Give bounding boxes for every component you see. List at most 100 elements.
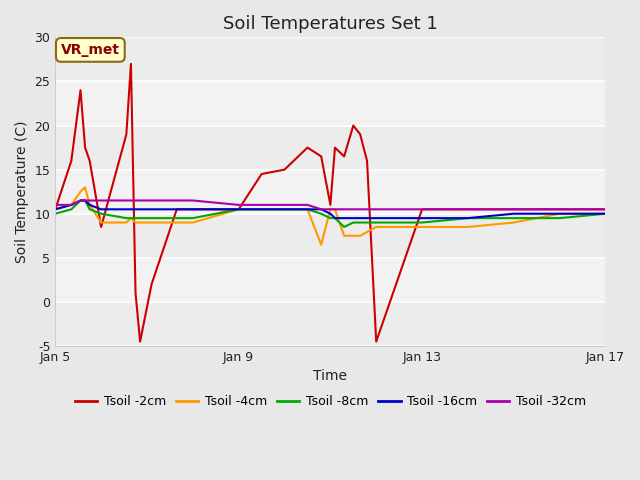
Tsoil -8cm: [556, 215, 563, 221]
Tsoil -4cm: [510, 220, 518, 226]
Tsoil -8cm: [235, 206, 243, 212]
Tsoil -4cm: [602, 211, 609, 216]
Tsoil -16cm: [51, 206, 59, 212]
Tsoil -8cm: [372, 220, 380, 226]
Tsoil -2cm: [173, 206, 180, 212]
Tsoil -16cm: [173, 206, 180, 212]
Line: Tsoil -32cm: Tsoil -32cm: [55, 201, 605, 209]
Tsoil -4cm: [356, 233, 364, 239]
Tsoil -4cm: [418, 224, 426, 230]
Tsoil -16cm: [189, 206, 196, 212]
Tsoil -8cm: [331, 215, 339, 221]
Bar: [55, 302, 605, 346]
Tsoil -8cm: [86, 206, 93, 212]
Tsoil -32cm: [281, 202, 289, 208]
Tsoil -16cm: [464, 215, 472, 221]
Tsoil -32cm: [510, 206, 518, 212]
Tsoil -16cm: [97, 206, 105, 212]
Tsoil -2cm: [67, 158, 75, 164]
Tsoil -32cm: [464, 206, 472, 212]
Tsoil -32cm: [258, 202, 266, 208]
Line: Tsoil -8cm: Tsoil -8cm: [55, 201, 605, 227]
Tsoil -8cm: [418, 220, 426, 226]
Tsoil -8cm: [51, 211, 59, 216]
Tsoil -2cm: [127, 61, 135, 67]
Tsoil -8cm: [127, 215, 135, 221]
Tsoil -2cm: [136, 339, 144, 345]
Tsoil -4cm: [86, 202, 93, 208]
Tsoil -2cm: [132, 290, 140, 296]
Tsoil -2cm: [258, 171, 266, 177]
Tsoil -4cm: [258, 206, 266, 212]
Tsoil -8cm: [97, 211, 105, 216]
Tsoil -2cm: [97, 224, 105, 230]
Tsoil -32cm: [97, 198, 105, 204]
Tsoil -16cm: [235, 206, 243, 212]
Tsoil -2cm: [326, 202, 334, 208]
Tsoil -4cm: [372, 224, 380, 230]
Tsoil -2cm: [356, 132, 364, 137]
Tsoil -16cm: [331, 215, 339, 221]
Tsoil -4cm: [331, 206, 339, 212]
Tsoil -2cm: [464, 206, 472, 212]
Tsoil -16cm: [602, 211, 609, 216]
Tsoil -4cm: [317, 242, 325, 248]
Tsoil -8cm: [189, 215, 196, 221]
Tsoil -16cm: [127, 206, 135, 212]
Tsoil -32cm: [372, 206, 380, 212]
Tsoil -4cm: [281, 206, 289, 212]
Text: VR_met: VR_met: [61, 43, 120, 57]
Bar: [55, 37, 605, 82]
Tsoil -2cm: [340, 154, 348, 159]
Tsoil -4cm: [464, 224, 472, 230]
Tsoil -4cm: [303, 206, 311, 212]
Tsoil -32cm: [127, 198, 135, 204]
Tsoil -8cm: [602, 211, 609, 216]
Tsoil -16cm: [317, 206, 325, 212]
Tsoil -8cm: [340, 224, 348, 230]
Tsoil -8cm: [317, 211, 325, 216]
Tsoil -4cm: [97, 220, 105, 226]
Tsoil -2cm: [510, 206, 518, 212]
Tsoil -32cm: [189, 198, 196, 204]
Tsoil -2cm: [317, 154, 325, 159]
Tsoil -32cm: [148, 198, 156, 204]
Tsoil -32cm: [340, 206, 348, 212]
Tsoil -32cm: [132, 198, 140, 204]
Tsoil -4cm: [122, 220, 130, 226]
X-axis label: Time: Time: [314, 370, 348, 384]
Tsoil -8cm: [122, 215, 130, 221]
Tsoil -8cm: [67, 206, 75, 212]
Tsoil -4cm: [148, 220, 156, 226]
Tsoil -16cm: [340, 215, 348, 221]
Tsoil -16cm: [67, 202, 75, 208]
Tsoil -32cm: [77, 198, 84, 204]
Tsoil -2cm: [372, 339, 380, 345]
Tsoil -32cm: [122, 198, 130, 204]
Tsoil -2cm: [235, 206, 243, 212]
Tsoil -32cm: [556, 206, 563, 212]
Tsoil -4cm: [326, 206, 334, 212]
Tsoil -32cm: [173, 198, 180, 204]
Tsoil -16cm: [510, 211, 518, 216]
Tsoil -16cm: [132, 206, 140, 212]
Tsoil -8cm: [303, 206, 311, 212]
Tsoil -4cm: [173, 220, 180, 226]
Line: Tsoil -2cm: Tsoil -2cm: [55, 64, 605, 342]
Tsoil -8cm: [326, 215, 334, 221]
Tsoil -16cm: [303, 206, 311, 212]
Tsoil -2cm: [281, 167, 289, 172]
Tsoil -32cm: [356, 206, 364, 212]
Tsoil -8cm: [349, 220, 357, 226]
Tsoil -2cm: [122, 132, 130, 137]
Line: Tsoil -16cm: Tsoil -16cm: [55, 201, 605, 218]
Tsoil -16cm: [81, 198, 89, 204]
Tsoil -2cm: [349, 123, 357, 129]
Tsoil -8cm: [258, 206, 266, 212]
Tsoil -4cm: [127, 215, 135, 221]
Tsoil -8cm: [281, 206, 289, 212]
Tsoil -8cm: [132, 215, 140, 221]
Tsoil -16cm: [326, 211, 334, 216]
Tsoil -16cm: [122, 206, 130, 212]
Tsoil -2cm: [148, 281, 156, 287]
